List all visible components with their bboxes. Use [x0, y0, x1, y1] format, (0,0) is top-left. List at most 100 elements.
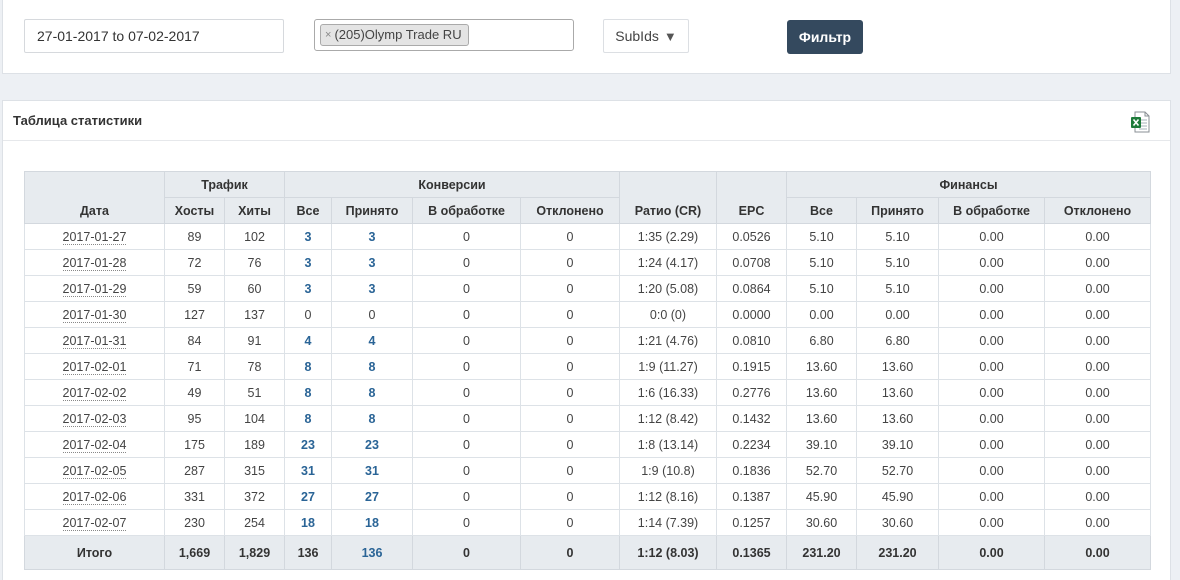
cell-conv-all: 0	[284, 301, 332, 328]
cell-conv-pending: 0	[412, 249, 521, 276]
cell-conv-all-link[interactable]: 4	[284, 327, 332, 354]
col-epc[interactable]: EPC	[716, 171, 787, 224]
cell-epc: 0.0526	[716, 223, 787, 250]
date-link[interactable]: 2017-01-28	[62, 255, 127, 271]
date-link[interactable]: 2017-02-06	[62, 489, 127, 505]
cell-hosts: 331	[164, 483, 225, 510]
cell-conv-all-link[interactable]: 31	[284, 457, 332, 484]
cell-ratio: 1:24 (4.17)	[619, 249, 717, 276]
cell-fin-accepted: 13.60	[856, 405, 939, 432]
filter-button[interactable]: Фильтр	[787, 20, 863, 54]
cell-conv-rejected: 0	[520, 301, 620, 328]
cell-conv-accepted: 0	[331, 301, 413, 328]
cell-date: 2017-01-27	[24, 223, 165, 250]
cell-conv-accepted-link[interactable]: 4	[331, 327, 413, 354]
cell-conv-accepted-link[interactable]: 8	[331, 405, 413, 432]
cell-conv-accepted-link[interactable]: 8	[331, 379, 413, 406]
table-row: 2017-02-07 230 254 18 18 0 0 1:14 (7.39)…	[24, 509, 1151, 536]
cell-ratio: 1:9 (11.27)	[619, 353, 717, 380]
group-conversions: Конверсии	[284, 171, 620, 198]
cell-conv-rejected: 0	[520, 509, 620, 536]
cell-fin-accepted: 5.10	[856, 275, 939, 302]
cell-hosts: 84	[164, 327, 225, 354]
offer-tag: × (205)Olymp Trade RU	[320, 24, 469, 46]
cell-conv-all-link[interactable]: 8	[284, 379, 332, 406]
cell-fin-rejected: 0.00	[1044, 275, 1151, 302]
col-fin-all[interactable]: Все	[786, 197, 857, 224]
cell-epc: 0.1387	[716, 483, 787, 510]
subids-dropdown[interactable]: SubIds ▼	[603, 19, 689, 53]
cell-conv-accepted-link[interactable]: 3	[331, 249, 413, 276]
cell-hits: 104	[224, 405, 285, 432]
cell-conv-all-link[interactable]: 3	[284, 275, 332, 302]
col-date[interactable]: Дата	[24, 171, 165, 224]
cell-hosts: 71	[164, 353, 225, 380]
cell-hits: 51	[224, 379, 285, 406]
cell-date: 2017-01-28	[24, 249, 165, 276]
table-row: 2017-01-27 89 102 3 3 0 0 1:35 (2.29) 0.…	[24, 223, 1151, 250]
date-link[interactable]: 2017-01-30	[62, 307, 127, 323]
cell-conv-all-link[interactable]: 27	[284, 483, 332, 510]
cell-conv-all-link[interactable]: 8	[284, 353, 332, 380]
cell-conv-pending: 0	[412, 509, 521, 536]
cell-conv-pending: 0	[412, 457, 521, 484]
offer-select[interactable]: × (205)Olymp Trade RU	[314, 19, 574, 51]
col-conv-pending[interactable]: В обработке	[412, 197, 521, 224]
col-fin-pending[interactable]: В обработке	[938, 197, 1045, 224]
date-link[interactable]: 2017-01-27	[62, 229, 127, 245]
cell-conv-accepted-link[interactable]: 31	[331, 457, 413, 484]
subids-label: SubIds	[615, 28, 659, 44]
col-ratio[interactable]: Ратио (CR)	[619, 171, 717, 224]
excel-icon[interactable]	[1130, 111, 1150, 133]
cell-conv-accepted-link[interactable]: 3	[331, 223, 413, 250]
cell-epc: 0.1432	[716, 405, 787, 432]
stats-body: 2017-01-27 89 102 3 3 0 0 1:35 (2.29) 0.…	[24, 223, 1151, 536]
date-link[interactable]: 2017-02-01	[62, 359, 127, 375]
total-conv-accepted-link[interactable]: 136	[331, 535, 413, 570]
col-conv-accepted[interactable]: Принято	[331, 197, 413, 224]
cell-conv-accepted-link[interactable]: 3	[331, 275, 413, 302]
cell-fin-all: 6.80	[786, 327, 857, 354]
cell-conv-all-link[interactable]: 8	[284, 405, 332, 432]
offer-tag-label: (205)Olymp Trade RU	[334, 27, 462, 42]
cell-fin-pending: 0.00	[938, 405, 1045, 432]
cell-conv-all-link[interactable]: 3	[284, 223, 332, 250]
cell-hosts: 287	[164, 457, 225, 484]
cell-fin-all: 30.60	[786, 509, 857, 536]
date-link[interactable]: 2017-02-03	[62, 411, 127, 427]
cell-date: 2017-02-04	[24, 431, 165, 458]
cell-conv-accepted-link[interactable]: 18	[331, 509, 413, 536]
col-hosts[interactable]: Хосты	[164, 197, 225, 224]
date-link[interactable]: 2017-02-04	[62, 437, 127, 453]
cell-fin-accepted: 52.70	[856, 457, 939, 484]
col-fin-rejected[interactable]: Отклонено	[1044, 197, 1151, 224]
date-range-input[interactable]	[24, 19, 284, 53]
table-row: 2017-01-29 59 60 3 3 0 0 1:20 (5.08) 0.0…	[24, 275, 1151, 302]
cell-fin-rejected: 0.00	[1044, 249, 1151, 276]
col-conv-all[interactable]: Все	[284, 197, 332, 224]
date-link[interactable]: 2017-02-05	[62, 463, 127, 479]
date-link[interactable]: 2017-01-29	[62, 281, 127, 297]
filter-panel: × (205)Olymp Trade RU SubIds ▼ Фильтр	[2, 0, 1171, 74]
cell-conv-accepted-link[interactable]: 23	[331, 431, 413, 458]
col-conv-rejected[interactable]: Отклонено	[520, 197, 620, 224]
cell-conv-accepted-link[interactable]: 27	[331, 483, 413, 510]
cell-hits: 76	[224, 249, 285, 276]
date-link[interactable]: 2017-02-02	[62, 385, 127, 401]
cell-epc: 0.0708	[716, 249, 787, 276]
col-fin-accepted[interactable]: Принято	[856, 197, 939, 224]
cell-conv-all-link[interactable]: 18	[284, 509, 332, 536]
cell-conv-accepted-link[interactable]: 8	[331, 353, 413, 380]
cell-ratio: 1:14 (7.39)	[619, 509, 717, 536]
date-link[interactable]: 2017-02-07	[62, 515, 127, 531]
cell-conv-rejected: 0	[520, 431, 620, 458]
col-hits[interactable]: Хиты	[224, 197, 285, 224]
cell-ratio: 1:20 (5.08)	[619, 275, 717, 302]
cell-conv-all-link[interactable]: 23	[284, 431, 332, 458]
cell-fin-rejected: 0.00	[1044, 509, 1151, 536]
date-link[interactable]: 2017-01-31	[62, 333, 127, 349]
cell-fin-pending: 0.00	[938, 223, 1045, 250]
remove-tag-icon[interactable]: ×	[325, 29, 332, 41]
cell-conv-all-link[interactable]: 3	[284, 249, 332, 276]
cell-fin-rejected: 0.00	[1044, 405, 1151, 432]
